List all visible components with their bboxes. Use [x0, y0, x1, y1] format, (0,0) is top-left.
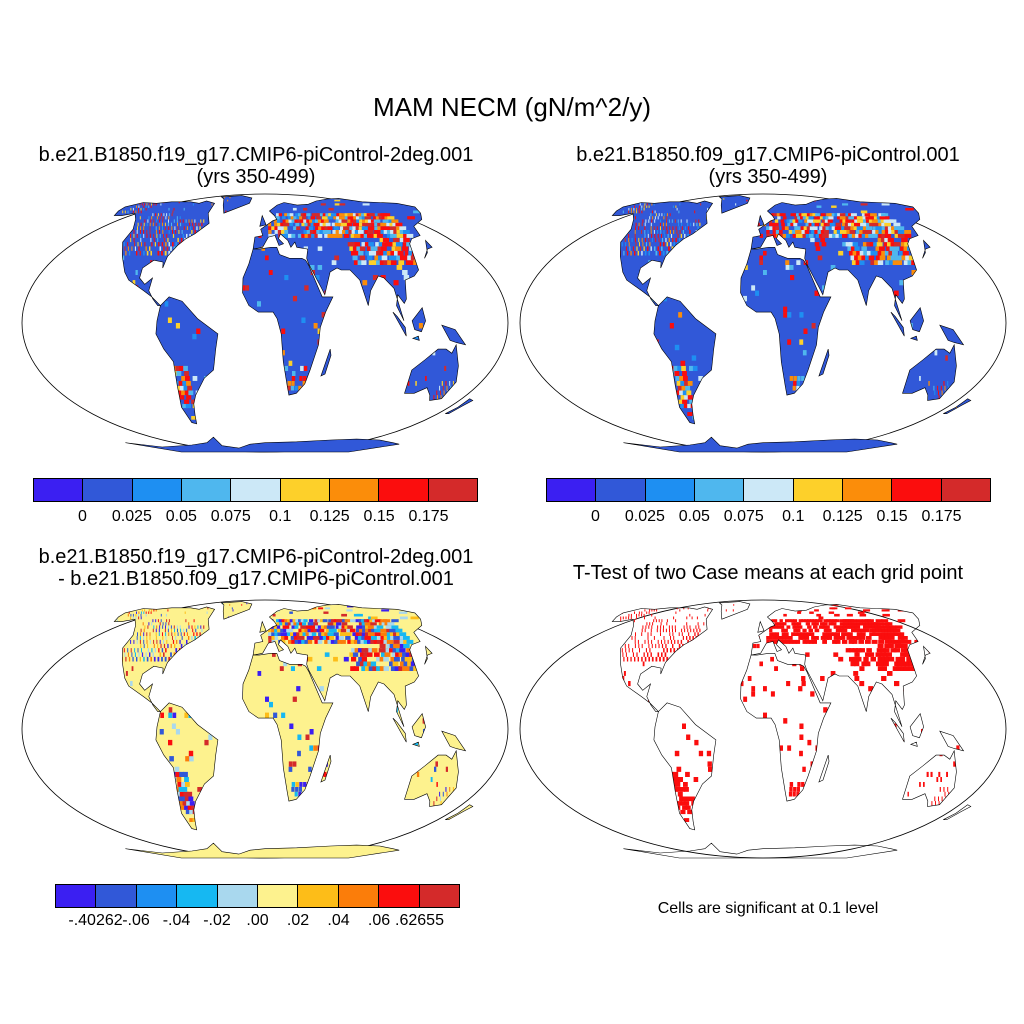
- colorbar-swatch: [96, 885, 137, 907]
- colorbar-label: -.04: [162, 912, 191, 929]
- colorbar-swatch: [34, 479, 84, 501]
- colorbar-difference: [55, 884, 460, 908]
- colorbar-label: 0.075: [723, 508, 764, 525]
- panel-4-title-line1: T-Test of two Case means at each grid po…: [572, 562, 964, 584]
- colorbar-label: .04: [327, 912, 350, 929]
- colorbar-swatch: [217, 885, 259, 907]
- colorbar-label: 0.125: [822, 508, 863, 525]
- colorbar-label: 0.125: [309, 508, 350, 525]
- colorbar-swatch: [136, 885, 178, 907]
- colorbar-swatch: [132, 479, 182, 501]
- colorbar-label: 0: [590, 508, 600, 525]
- colorbar-label: 0.15: [876, 508, 908, 525]
- coastlines: [113, 195, 474, 453]
- colorbar-swatch: [379, 479, 429, 501]
- colorbar-label: 0.025: [624, 508, 665, 525]
- colorbar-case2-labels: 0 0.025 0.05 0.075 0.1 0.125 0.15 0.175: [546, 508, 991, 528]
- coastlines: [611, 601, 972, 859]
- colorbar-swatch: [177, 885, 218, 907]
- map-difference: [21, 599, 509, 859]
- colorbar-swatch: [842, 479, 893, 501]
- colorbar-swatch: [298, 885, 339, 907]
- colorbar-difference-labels: -.40262 -.06 -.04 -.02 .00 .02 .04 .06.62655: [55, 912, 460, 932]
- colorbar-swatch: [547, 479, 597, 501]
- colorbar-swatch: [231, 479, 281, 501]
- colorbar-swatch: [280, 479, 330, 501]
- colorbar-swatch: [596, 479, 646, 501]
- colorbar-label: .00: [246, 912, 269, 929]
- colorbar-swatch: [892, 479, 942, 501]
- panel-2-title-line2: (yrs 350-499): [708, 166, 828, 188]
- coastlines: [113, 601, 474, 859]
- colorbar-case2: [546, 478, 991, 502]
- panel-3-title: b.e21.B1850.f19_g17.CMIP6-piControl-2deg…: [0, 546, 512, 590]
- colorbar-label: -.02: [203, 912, 231, 929]
- colorbar-swatch: [428, 479, 477, 501]
- coastlines: [611, 195, 972, 453]
- panel-1-title-line2: (yrs 350-499): [196, 166, 316, 188]
- colorbar-case1: [33, 478, 478, 502]
- colorbar-swatch: [694, 479, 745, 501]
- colorbar-swatch: [793, 479, 843, 501]
- figure-title: MAM NECM (gN/m^2/y): [373, 92, 651, 122]
- map-case1: [21, 193, 509, 453]
- colorbar-swatch: [56, 885, 97, 907]
- colorbar-swatch: [258, 885, 299, 907]
- panel-4-title: T-Test of two Case means at each grid po…: [512, 562, 1024, 584]
- colorbar-label: -.40262: [68, 912, 123, 929]
- map-ttest: [519, 599, 1007, 859]
- panel-1-title-line1: b.e21.B1850.f19_g17.CMIP6-piControl-2deg…: [38, 144, 474, 166]
- colorbar-swatch: [419, 885, 460, 907]
- map-case2: [519, 193, 1007, 453]
- panel-3-title-line1: b.e21.B1850.f19_g17.CMIP6-piControl-2deg…: [38, 546, 474, 568]
- colorbar-label: 0.075: [210, 508, 251, 525]
- colorbar-label: .02: [286, 912, 310, 929]
- colorbar-label: 0.175: [408, 508, 449, 525]
- panel-2-title: b.e21.B1850.f09_g17.CMIP6-piControl.001 …: [512, 144, 1024, 188]
- colorbar-label: 0: [77, 508, 87, 525]
- colorbar-swatch: [379, 885, 420, 907]
- colorbar-swatch: [83, 479, 133, 501]
- colorbar-swatch: [941, 479, 990, 501]
- colorbar-label: 0.15: [363, 508, 395, 525]
- colorbar-label: -.06: [122, 912, 150, 929]
- colorbar-swatch: [329, 479, 380, 501]
- significance-note: Cells are significant at 0.1 level: [657, 900, 879, 917]
- panel-3-title-line2: - b.e21.B1850.f09_g17.CMIP6-piControl.00…: [58, 568, 454, 590]
- colorbar-case1-labels: 0 0.025 0.05 0.075 0.1 0.125 0.15 0.175: [33, 508, 478, 528]
- map-boundary: [519, 599, 1007, 859]
- colorbar-swatch: [181, 479, 232, 501]
- panel-1-title: b.e21.B1850.f19_g17.CMIP6-piControl-2deg…: [0, 144, 512, 188]
- colorbar-label: 0.1: [269, 508, 292, 525]
- colorbar-swatch: [645, 479, 695, 501]
- colorbar-label: 0.1: [782, 508, 805, 525]
- colorbar-label: .62655: [395, 912, 444, 929]
- colorbar-label: 0.05: [165, 508, 197, 525]
- colorbar-swatch: [338, 885, 380, 907]
- colorbar-label: 0.025: [111, 508, 152, 525]
- colorbar-label: 0.175: [921, 508, 962, 525]
- panel-2-title-line1: b.e21.B1850.f09_g17.CMIP6-piControl.001: [576, 144, 960, 166]
- colorbar-label: 0.05: [678, 508, 710, 525]
- colorbar-label: .06: [367, 912, 391, 929]
- colorbar-swatch: [744, 479, 794, 501]
